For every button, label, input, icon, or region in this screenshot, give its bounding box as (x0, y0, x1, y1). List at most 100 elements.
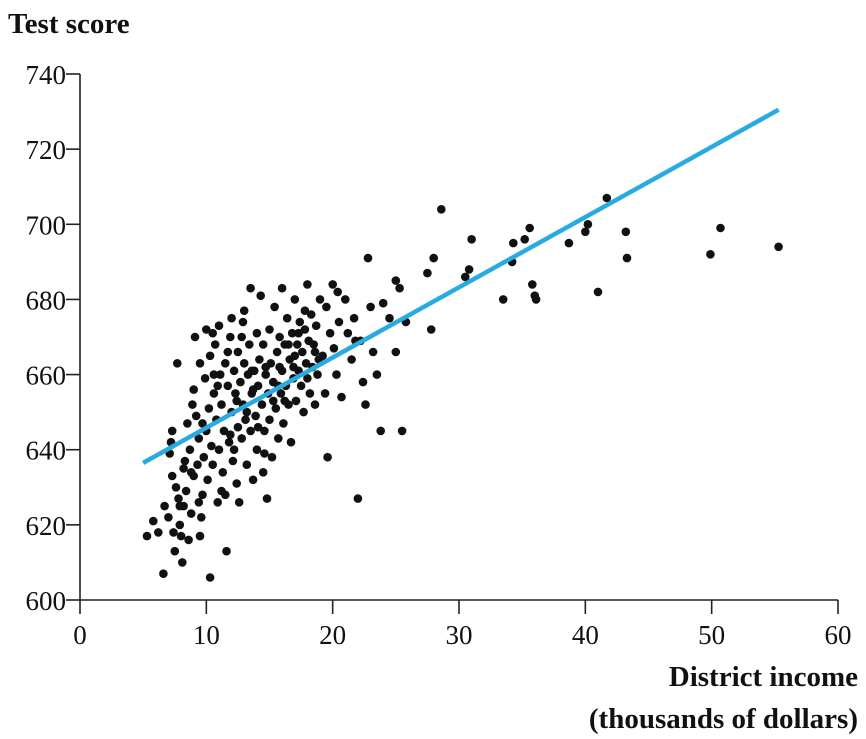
data-point (341, 295, 350, 304)
x-axis-title-line2: (thousands of dollars) (589, 703, 858, 735)
data-point (275, 362, 284, 372)
data-point (267, 452, 277, 462)
data-point (286, 437, 296, 447)
data-point (215, 370, 225, 379)
data-point (203, 475, 212, 485)
data-point (391, 347, 401, 357)
data-point (280, 396, 290, 406)
data-point (167, 426, 177, 436)
data-point (257, 400, 267, 409)
data-point (306, 310, 316, 319)
data-point (174, 494, 183, 503)
data-point (262, 494, 272, 503)
data-point (241, 415, 250, 425)
data-point (716, 223, 725, 233)
data-point (218, 468, 228, 477)
data-point (226, 430, 235, 440)
data-point (167, 471, 177, 481)
data-point (363, 253, 373, 263)
data-point (276, 389, 286, 398)
data-point (260, 426, 269, 436)
data-point (217, 486, 226, 496)
x-axis-title-line1: District income (669, 661, 858, 693)
data-point (334, 317, 344, 327)
data-point (239, 359, 249, 368)
data-point (210, 340, 220, 349)
data-point (277, 283, 287, 293)
data-point (171, 483, 181, 492)
data-point (237, 332, 246, 342)
data-point (279, 419, 288, 428)
data-point (333, 287, 343, 297)
data-point (179, 464, 188, 473)
data-point (311, 321, 321, 331)
data-point (258, 468, 268, 477)
data-point (258, 340, 268, 349)
data-point (195, 359, 205, 368)
data-point (239, 306, 249, 316)
data-point (195, 531, 205, 541)
data-point (391, 276, 401, 285)
data-point (320, 389, 330, 398)
data-point (329, 344, 339, 353)
data-point (372, 370, 382, 379)
data-point (228, 456, 238, 466)
data-points (142, 193, 783, 582)
data-point (531, 295, 541, 304)
data-point (149, 516, 158, 526)
data-point (397, 426, 407, 436)
data-point (217, 400, 226, 409)
data-point (232, 479, 241, 488)
data-point (509, 238, 518, 248)
data-point (170, 546, 180, 556)
data-point (142, 531, 152, 541)
data-point (325, 328, 335, 338)
data-point (198, 490, 207, 500)
y-axis-ticks: 600 620 640 660 680 700 720 740 (26, 60, 80, 616)
data-point (284, 340, 293, 349)
data-point (237, 434, 246, 443)
data-point (205, 573, 215, 582)
data-point (528, 280, 537, 289)
data-point (287, 328, 297, 338)
data-point (185, 445, 195, 455)
data-point (295, 317, 305, 327)
data-point (198, 419, 207, 428)
data-point (368, 347, 378, 357)
data-point (190, 332, 200, 342)
data-point (253, 422, 263, 432)
data-point (265, 415, 274, 425)
data-point (282, 313, 292, 323)
data-point (294, 328, 303, 338)
data-point (209, 370, 219, 379)
data-point (242, 460, 252, 470)
data-point (204, 404, 214, 413)
data-point (231, 389, 240, 398)
data-point (376, 426, 386, 436)
data-point (213, 381, 222, 391)
data-point (300, 325, 310, 334)
data-point (366, 302, 375, 312)
data-point (290, 351, 300, 361)
data-point (301, 359, 311, 368)
data-point (272, 347, 282, 357)
data-point (175, 501, 185, 511)
data-point (229, 366, 239, 376)
data-point (205, 351, 215, 361)
data-point (305, 389, 315, 398)
data-point (255, 355, 264, 364)
data-point (343, 328, 353, 338)
data-point (224, 437, 234, 447)
data-point (293, 340, 302, 349)
y-tick-label: 700 (26, 210, 67, 240)
data-point (313, 370, 322, 379)
data-point (202, 325, 211, 334)
data-point (706, 250, 715, 259)
data-point (209, 389, 219, 398)
data-point (154, 528, 163, 537)
data-point (275, 332, 284, 342)
data-point (622, 253, 632, 263)
data-point (564, 238, 574, 248)
data-point (247, 366, 257, 376)
x-tick-label: 50 (698, 620, 725, 650)
